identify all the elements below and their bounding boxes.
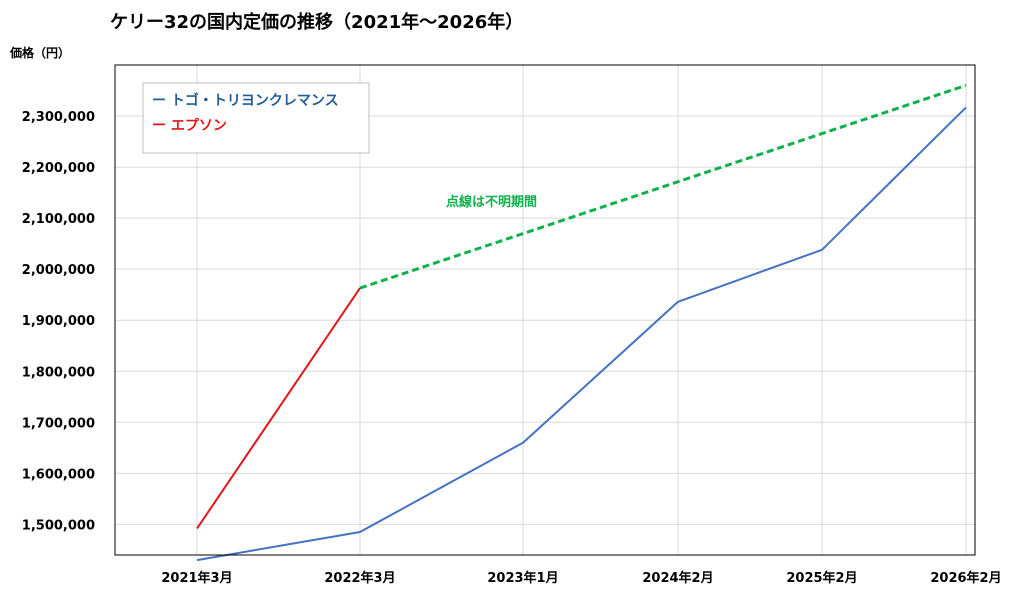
y-tick-label: 2,100,000 <box>22 212 95 227</box>
x-tick-label: 2023年1月 <box>487 570 558 586</box>
x-tick-label: 2021年3月 <box>161 570 232 586</box>
y-tick-label: 1,800,000 <box>22 365 95 380</box>
x-tick-labels: 2021年3月 2022年3月 2023年1月 2024年2月 2025年2月 2026年… <box>161 570 1001 586</box>
y-axis-label: 価格（円） <box>9 45 70 60</box>
legend-item-epsom: ー エプソン <box>152 118 227 134</box>
y-tick-label: 2,300,000 <box>22 110 95 125</box>
dashed-line-annotation: 点線は不明期間 <box>446 194 537 210</box>
gridlines <box>115 65 975 555</box>
plot-area-border <box>114 64 976 556</box>
x-tick-label: 2026年2月 <box>930 570 1001 586</box>
series-line-unknown-period <box>359 83 967 290</box>
legend-box <box>142 82 370 154</box>
series-line-epsom <box>196 287 361 530</box>
chart-title: ケリー32の国内定価の推移（2021年～2026年） <box>110 11 523 33</box>
y-tick-label: 1,500,000 <box>22 518 95 533</box>
series-line-togo <box>196 106 967 562</box>
y-tick-label: 1,900,000 <box>22 314 95 329</box>
x-tick-label: 2022年3月 <box>324 570 395 586</box>
y-tick-label: 2,200,000 <box>22 161 95 176</box>
legend-item-togo: ー トゴ・トリヨンクレマンス <box>152 92 339 109</box>
y-tick-label: 1,700,000 <box>22 416 95 431</box>
x-tick-label: 2024年2月 <box>642 570 713 586</box>
y-tick-label: 1,600,000 <box>22 467 95 482</box>
x-tick-label: 2025年2月 <box>786 570 857 586</box>
y-tick-label: 2,000,000 <box>22 263 95 278</box>
series-lines <box>196 83 967 562</box>
y-tick-labels: 1,500,000 1,600,000 1,700,000 1,800,000 1,90… <box>22 110 95 533</box>
legend: ー トゴ・トリヨンクレマンス ー エプソン <box>142 82 370 154</box>
